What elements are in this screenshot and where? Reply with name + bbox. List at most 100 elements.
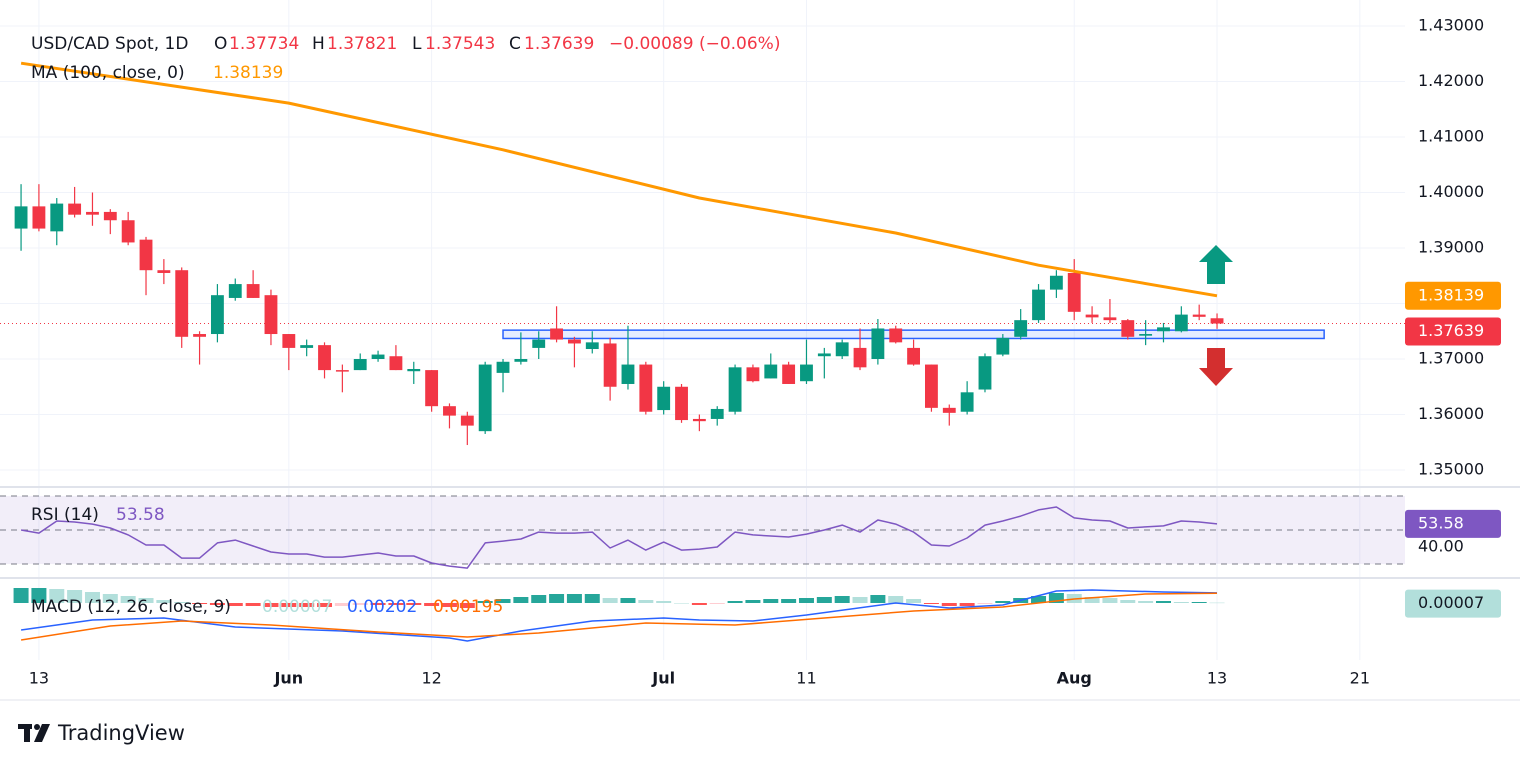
candle-body: [960, 392, 974, 412]
candle-body: [1121, 320, 1135, 337]
candle-body: [443, 406, 456, 416]
candle-body: [889, 328, 903, 343]
candle-body: [210, 295, 224, 335]
macd-hist-bar: [209, 603, 225, 605]
candle-body: [817, 353, 831, 357]
macd-hist-bar: [763, 599, 779, 603]
candle-body: [978, 356, 992, 390]
ohlc-label: C: [509, 34, 521, 54]
y-tick-label: 1.43000: [1418, 15, 1484, 34]
macd-hist-bar: [174, 602, 190, 603]
candle-body: [996, 337, 1010, 355]
ohlc-value: 1.37734: [229, 34, 299, 54]
macd-hist-bar: [227, 603, 243, 606]
brand-logo: [18, 724, 50, 742]
chart-title: USD/CAD Spot, 1D: [31, 34, 188, 54]
candle-body: [532, 339, 546, 348]
macd-hist-bar: [781, 599, 797, 603]
y-tick-label: 1.39000: [1418, 237, 1484, 256]
macd-hist-bar: [531, 595, 547, 603]
macd-hist-bar: [995, 601, 1011, 603]
rsi-value-label: 53.58: [1418, 513, 1464, 532]
macd-hist-bar: [156, 600, 172, 603]
x-tick-label: 13: [29, 669, 49, 688]
candle-body: [478, 364, 492, 432]
candle-body: [389, 356, 403, 371]
candle-body: [103, 211, 117, 221]
candle-body: [675, 386, 688, 421]
ma-price-label: 1.38139: [1418, 285, 1484, 304]
macd-hist-bar: [941, 603, 957, 606]
macd-hist-bar: [67, 590, 83, 603]
macd-hist-value-label: 0.00007: [1418, 593, 1484, 612]
macd-hist-bar: [192, 603, 208, 604]
candle-body: [710, 408, 724, 419]
macd-hist-bar: [352, 603, 368, 605]
candle-body: [1210, 318, 1224, 324]
macd-hist-bar: [299, 603, 315, 607]
macd-hist-bar: [495, 599, 511, 603]
rsi-tick-label: 40.00: [1418, 537, 1464, 556]
rsi-legend: RSI (14): [31, 505, 99, 525]
candle-body: [353, 359, 367, 371]
candle-body: [68, 203, 82, 215]
ma-price-label-bg: [1405, 281, 1501, 310]
candle-body: [86, 211, 99, 215]
macd-legend-value: 0.00007: [262, 597, 332, 617]
ohlc-value: 1.37821: [327, 34, 397, 54]
y-tick-label: 1.35000: [1418, 460, 1484, 479]
candle-body: [246, 284, 260, 298]
y-tick-label: 1.40000: [1418, 182, 1484, 201]
candle-body: [550, 328, 563, 340]
macd-hist-bar: [566, 594, 582, 603]
candle-body: [782, 364, 796, 384]
ohlc-label: H: [312, 34, 325, 54]
candle-body: [300, 345, 314, 348]
macd-hist-bar: [1048, 593, 1064, 603]
plot-layer: 13 Jun 12 Jul 11 Aug 13 21 1.43000 1.42000 1.41000…: [0, 0, 1520, 701]
macd-hist-bar: [709, 603, 725, 604]
candle-body: [14, 206, 28, 229]
macd-hist-bar: [31, 588, 47, 603]
last-price-label: 1.37639: [1418, 321, 1484, 340]
candle-body: [907, 347, 921, 365]
macd-hist-bar: [1191, 602, 1207, 603]
macd-hist-bar: [638, 600, 654, 603]
candle-body: [567, 339, 581, 344]
macd-hist-bar: [513, 597, 529, 603]
candle-body: [1157, 327, 1170, 332]
macd-hist-bar: [727, 601, 743, 603]
x-tick-label: 11: [796, 669, 816, 688]
candle-body: [603, 343, 617, 387]
candle-body: [371, 354, 385, 360]
y-tick-label: 1.36000: [1418, 404, 1484, 423]
brand-name: TradingView: [57, 721, 185, 745]
macd-hist-bar: [1084, 597, 1100, 603]
candle-body: [1085, 314, 1099, 318]
candle-body: [585, 342, 599, 350]
macd-hist-bar: [888, 596, 904, 603]
candle-body: [1103, 317, 1117, 321]
last-price-label-bg: [1405, 317, 1501, 346]
macd-hist-bar: [1155, 601, 1171, 603]
candle-body: [407, 368, 421, 372]
candle-body: [50, 203, 64, 232]
rsi-line: [20, 506, 1218, 569]
candle-body: [157, 270, 171, 273]
candle-body: [264, 295, 278, 335]
macd-hist-bar: [263, 603, 279, 607]
candle-body: [335, 370, 349, 372]
macd-hist-bar: [674, 603, 690, 604]
x-tick-label: Jul: [651, 669, 675, 688]
ma-legend: MA (100, close, 0): [31, 63, 185, 83]
macd-hist-bar: [959, 603, 975, 606]
macd-legend-value: 0.00195: [433, 597, 503, 617]
candle-body: [800, 364, 813, 382]
candle-body: [496, 361, 510, 373]
ohlc-value: 1.37639: [524, 34, 594, 54]
macd-hist-bar: [1120, 600, 1136, 603]
macd-hist-bar: [49, 589, 65, 603]
macd-hist-bar: [13, 588, 29, 603]
